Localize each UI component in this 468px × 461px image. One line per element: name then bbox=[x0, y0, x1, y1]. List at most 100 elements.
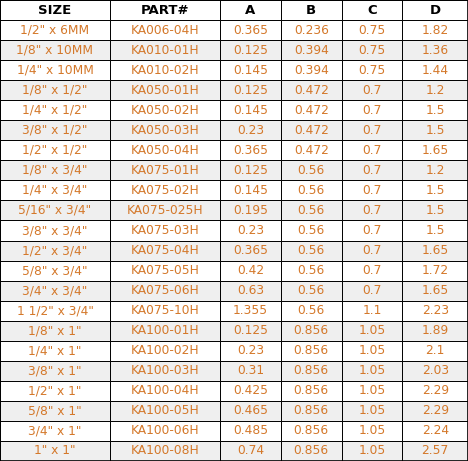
Bar bbox=[0, 421, 110, 441]
Text: 5/8" x 3/4": 5/8" x 3/4" bbox=[22, 264, 88, 277]
Text: 1/8" x 1/2": 1/8" x 1/2" bbox=[22, 84, 88, 97]
Bar bbox=[281, 160, 342, 180]
Text: 1.05: 1.05 bbox=[358, 425, 386, 437]
Text: 1.5: 1.5 bbox=[425, 124, 445, 137]
Text: KA075-02H: KA075-02H bbox=[131, 184, 199, 197]
Text: 0.485: 0.485 bbox=[233, 425, 268, 437]
Text: KA100-04H: KA100-04H bbox=[131, 384, 199, 397]
Bar bbox=[0, 80, 110, 100]
Text: 0.7: 0.7 bbox=[362, 104, 382, 117]
Bar bbox=[110, 421, 220, 441]
Text: 0.7: 0.7 bbox=[362, 264, 382, 277]
Bar bbox=[281, 60, 342, 80]
Bar bbox=[342, 281, 402, 301]
Text: 0.465: 0.465 bbox=[233, 404, 268, 417]
Text: KA050-04H: KA050-04H bbox=[131, 144, 199, 157]
Bar bbox=[281, 361, 342, 381]
Bar bbox=[0, 201, 110, 220]
Text: 0.75: 0.75 bbox=[358, 24, 386, 36]
Bar bbox=[402, 321, 468, 341]
Bar bbox=[281, 381, 342, 401]
Text: 3/8" x 1/2": 3/8" x 1/2" bbox=[22, 124, 88, 137]
Bar bbox=[220, 160, 281, 180]
Text: 1/4" x 1/2": 1/4" x 1/2" bbox=[22, 104, 88, 117]
Bar bbox=[110, 140, 220, 160]
Text: 0.856: 0.856 bbox=[293, 384, 329, 397]
Text: KA075-10H: KA075-10H bbox=[131, 304, 199, 317]
Bar bbox=[110, 301, 220, 321]
Bar bbox=[342, 201, 402, 220]
Bar bbox=[342, 381, 402, 401]
Text: PART#: PART# bbox=[141, 4, 189, 17]
Text: 0.856: 0.856 bbox=[293, 425, 329, 437]
Text: 0.56: 0.56 bbox=[298, 244, 325, 257]
Bar bbox=[281, 20, 342, 40]
Text: 0.31: 0.31 bbox=[237, 364, 264, 377]
Text: 1.355: 1.355 bbox=[233, 304, 268, 317]
Text: 0.75: 0.75 bbox=[358, 44, 386, 57]
Bar bbox=[342, 341, 402, 361]
Bar bbox=[220, 260, 281, 281]
Bar bbox=[342, 321, 402, 341]
Text: 1.05: 1.05 bbox=[358, 364, 386, 377]
Bar bbox=[402, 260, 468, 281]
Bar bbox=[342, 60, 402, 80]
Bar bbox=[402, 40, 468, 60]
Bar bbox=[110, 160, 220, 180]
Text: 1.65: 1.65 bbox=[422, 284, 449, 297]
Text: 1.1: 1.1 bbox=[362, 304, 382, 317]
Text: 0.125: 0.125 bbox=[233, 324, 268, 337]
Text: 0.365: 0.365 bbox=[233, 24, 268, 36]
Text: 2.23: 2.23 bbox=[422, 304, 449, 317]
Bar bbox=[281, 40, 342, 60]
Text: 0.472: 0.472 bbox=[294, 144, 329, 157]
Bar bbox=[402, 281, 468, 301]
Bar bbox=[0, 260, 110, 281]
Text: 3/8" x 3/4": 3/8" x 3/4" bbox=[22, 224, 88, 237]
Bar bbox=[281, 120, 342, 140]
Bar bbox=[0, 140, 110, 160]
Text: 0.63: 0.63 bbox=[237, 284, 264, 297]
Text: 0.472: 0.472 bbox=[294, 124, 329, 137]
Text: 0.74: 0.74 bbox=[237, 444, 264, 457]
Bar bbox=[402, 60, 468, 80]
Bar bbox=[281, 0, 342, 20]
Text: 1/8" x 3/4": 1/8" x 3/4" bbox=[22, 164, 88, 177]
Text: 0.425: 0.425 bbox=[233, 384, 268, 397]
Text: 1.72: 1.72 bbox=[422, 264, 449, 277]
Bar bbox=[220, 301, 281, 321]
Text: KA010-01H: KA010-01H bbox=[131, 44, 199, 57]
Text: 1.5: 1.5 bbox=[425, 204, 445, 217]
Text: 0.856: 0.856 bbox=[293, 404, 329, 417]
Bar bbox=[110, 60, 220, 80]
Text: KA075-06H: KA075-06H bbox=[131, 284, 199, 297]
Text: 0.856: 0.856 bbox=[293, 444, 329, 457]
Bar bbox=[0, 0, 110, 20]
Text: 1.44: 1.44 bbox=[422, 64, 449, 77]
Bar bbox=[402, 241, 468, 260]
Bar bbox=[402, 140, 468, 160]
Bar bbox=[220, 321, 281, 341]
Text: 1.05: 1.05 bbox=[358, 324, 386, 337]
Bar bbox=[342, 301, 402, 321]
Text: 0.472: 0.472 bbox=[294, 84, 329, 97]
Text: 0.7: 0.7 bbox=[362, 244, 382, 257]
Text: 0.7: 0.7 bbox=[362, 164, 382, 177]
Text: KA006-04H: KA006-04H bbox=[131, 24, 199, 36]
Bar bbox=[342, 401, 402, 421]
Bar bbox=[110, 40, 220, 60]
Text: 1/2" x 3/4": 1/2" x 3/4" bbox=[22, 244, 88, 257]
Bar bbox=[281, 401, 342, 421]
Text: 0.125: 0.125 bbox=[233, 84, 268, 97]
Text: 0.56: 0.56 bbox=[298, 304, 325, 317]
Text: 1/4" x 10MM: 1/4" x 10MM bbox=[16, 64, 94, 77]
Bar bbox=[0, 401, 110, 421]
Text: 1.5: 1.5 bbox=[425, 104, 445, 117]
Text: 0.365: 0.365 bbox=[233, 244, 268, 257]
Text: C: C bbox=[367, 4, 377, 17]
Text: KA050-01H: KA050-01H bbox=[131, 84, 199, 97]
Text: 5/8" x 1": 5/8" x 1" bbox=[28, 404, 82, 417]
Text: 0.7: 0.7 bbox=[362, 184, 382, 197]
Bar bbox=[110, 220, 220, 241]
Text: 0.856: 0.856 bbox=[293, 364, 329, 377]
